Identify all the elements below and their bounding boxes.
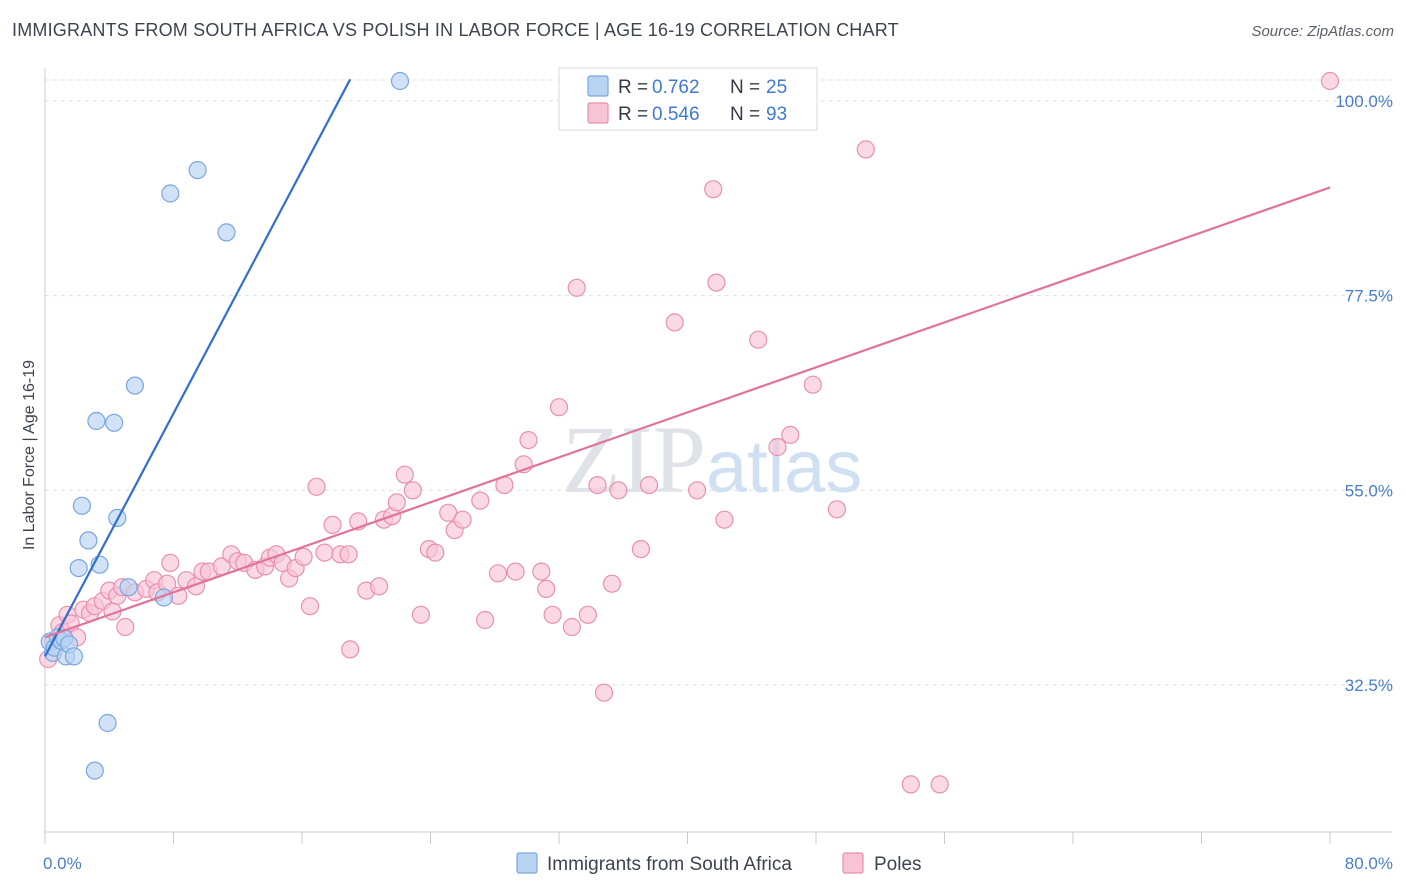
- y-tick-label: 55.0%: [1345, 481, 1393, 500]
- watermark-zip: ZIP: [562, 406, 706, 513]
- poles-point: [1320, 71, 1340, 91]
- bottom-legend-swatch: [516, 852, 538, 874]
- poles-point: [471, 491, 490, 510]
- south-africa-point: [161, 184, 180, 203]
- legend-r-label: R =: [618, 104, 648, 125]
- south-africa-point: [104, 413, 124, 432]
- chart-source: Source: ZipAtlas.com: [1251, 23, 1394, 40]
- poles-point: [602, 574, 622, 593]
- poles-point: [803, 375, 822, 394]
- poles-point: [567, 278, 586, 297]
- poles-point: [631, 539, 651, 559]
- poles-point: [704, 180, 723, 199]
- poles-point: [578, 605, 598, 624]
- y-axis-title: In Labor Force | Age 16-19: [21, 360, 38, 550]
- chart-title: IMMIGRANTS FROM SOUTH AFRICA VS POLISH I…: [12, 20, 899, 40]
- bottom-legend-swatch: [842, 852, 864, 874]
- poles-point: [339, 545, 358, 564]
- south-africa-point: [119, 578, 138, 597]
- legend-r-value: 0.546: [652, 104, 700, 125]
- poles-point: [488, 564, 508, 583]
- poles-point: [827, 500, 847, 519]
- poles-point: [594, 683, 614, 702]
- poles-point: [411, 605, 430, 624]
- poles-trend-line: [44, 186, 1331, 639]
- poles-point: [856, 140, 875, 159]
- poles-point: [562, 617, 582, 637]
- x-tick-label: 0.0%: [43, 854, 82, 873]
- y-tick-label: 100.0%: [1335, 92, 1393, 111]
- poles-point: [549, 398, 569, 417]
- legend-n-label: N =: [730, 104, 760, 125]
- points-layer: [39, 71, 1340, 794]
- poles-point: [519, 431, 538, 450]
- poles-point: [665, 313, 684, 332]
- watermark: ZIP atlas: [562, 406, 862, 513]
- south-africa-point: [72, 496, 92, 515]
- poles-point: [323, 515, 342, 535]
- poles-point: [426, 543, 445, 562]
- poles-point: [403, 481, 422, 500]
- poles-point: [588, 476, 607, 495]
- poles-point: [307, 477, 326, 496]
- south-africa-point: [79, 531, 98, 550]
- poles-point: [768, 437, 787, 457]
- poles-point: [707, 273, 726, 292]
- poles-point: [687, 481, 707, 500]
- bottom-legend: Immigrants from South Africa Poles: [516, 852, 922, 875]
- poles-point: [315, 543, 334, 562]
- legend-n-value: 93: [766, 104, 787, 125]
- south-africa-point: [85, 761, 104, 780]
- poles-point: [395, 465, 414, 484]
- poles-point: [781, 425, 800, 444]
- poles-point: [715, 510, 734, 529]
- legend: R = 0.762 N = 25 R = 0.546 N = 93: [558, 67, 818, 131]
- grid-layer: [45, 79, 1392, 686]
- south-africa-point: [390, 71, 410, 91]
- south-africa-point: [125, 376, 144, 395]
- poles-point: [341, 640, 360, 659]
- south-africa-point: [217, 223, 236, 242]
- poles-point: [639, 476, 659, 495]
- legend-r-label: R =: [618, 77, 648, 98]
- y-tick-label: 32.5%: [1345, 676, 1393, 695]
- legend-swatch: [587, 102, 609, 124]
- poles-point: [387, 493, 406, 512]
- south-africa-point: [87, 411, 106, 431]
- x-tick-label: 80.0%: [1345, 854, 1393, 873]
- bottom-legend-label: Poles: [874, 854, 922, 875]
- poles-point: [370, 577, 389, 596]
- south-africa-point: [188, 161, 207, 180]
- poles-point: [749, 330, 768, 349]
- trend-layer: [44, 78, 1331, 657]
- poles-point: [532, 562, 551, 581]
- poles-point: [901, 775, 920, 794]
- poles-point: [161, 553, 180, 573]
- bottom-legend-label: Immigrants from South Africa: [547, 854, 792, 875]
- legend-n-value: 25: [766, 77, 787, 98]
- poles-point: [294, 547, 313, 567]
- legend-swatch: [587, 75, 609, 97]
- legend-n-label: N =: [730, 77, 760, 98]
- poles-point: [476, 610, 495, 630]
- axis-layer: In Labor Force | Age 16-19 32.5% 55.0% 77.…: [21, 68, 1393, 873]
- south-africa-point: [64, 647, 84, 666]
- south-africa-point: [69, 558, 88, 578]
- south-africa-trend-line: [44, 78, 352, 657]
- y-tick-label: 77.5%: [1345, 287, 1393, 306]
- legend-r-value: 0.762: [652, 77, 700, 98]
- poles-point: [537, 579, 556, 599]
- poles-point: [453, 510, 472, 529]
- poles-point: [609, 481, 628, 500]
- poles-point: [506, 562, 525, 581]
- poles-point: [300, 597, 320, 616]
- poles-point: [930, 775, 949, 794]
- poles-point: [543, 605, 562, 624]
- poles-point: [116, 617, 135, 637]
- south-africa-point: [98, 713, 117, 733]
